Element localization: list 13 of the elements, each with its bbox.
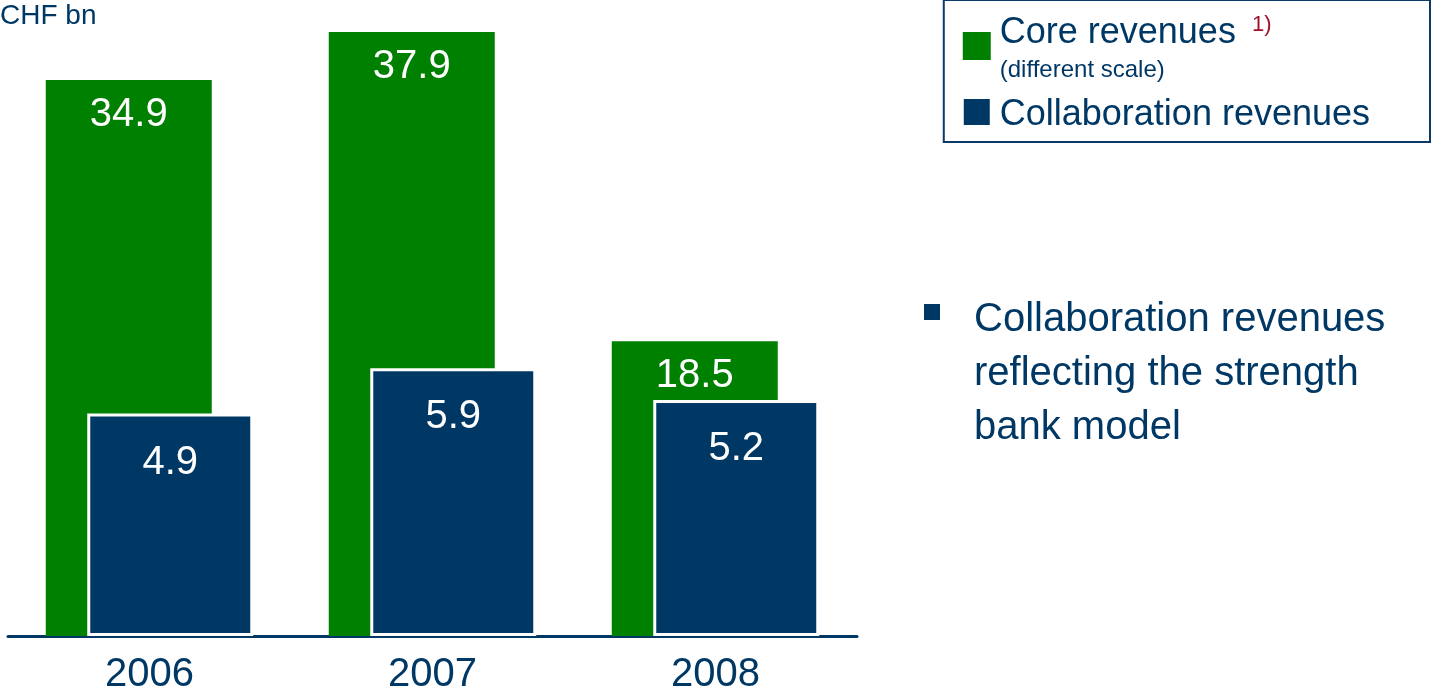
data-label: 34.9 — [89, 89, 168, 134]
data-label: 5.9 — [425, 392, 482, 437]
x-tick-label: 2008 — [671, 650, 760, 694]
data-label: 4.9 — [142, 437, 199, 482]
text: Collaboration revenues reflecting the strength bank model — [974, 294, 1387, 449]
legend-label: Collaboration revenues — [999, 91, 1370, 133]
text: Core revenues 1) (different scale) — [999, 9, 1272, 82]
x-tick-label: 2007 — [388, 650, 477, 694]
data-label: 18.5 — [655, 351, 734, 396]
text: CHF bn — [0, 0, 97, 30]
data-label: 5.2 — [708, 423, 765, 468]
x-tick-label: 2006 — [105, 650, 194, 694]
data-label: 37.9 — [372, 42, 451, 87]
